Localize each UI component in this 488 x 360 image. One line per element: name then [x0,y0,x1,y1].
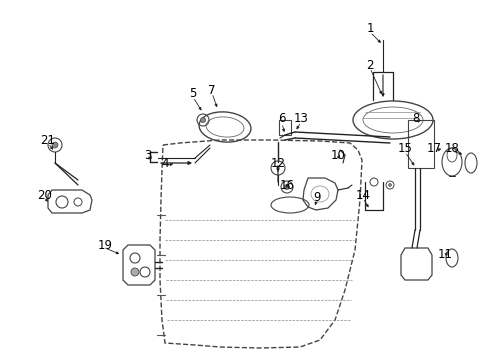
Text: 10: 10 [330,149,345,162]
Text: 7: 7 [208,84,215,96]
Text: 20: 20 [38,189,52,202]
Text: 13: 13 [293,112,308,125]
Text: 21: 21 [41,134,55,147]
Text: 9: 9 [313,190,320,203]
Circle shape [387,184,391,186]
Text: 1: 1 [366,22,373,35]
Text: 18: 18 [444,141,459,154]
Circle shape [131,268,139,276]
Text: 12: 12 [270,157,285,170]
Text: 5: 5 [189,86,196,99]
Text: 15: 15 [397,141,411,154]
Text: 3: 3 [144,149,151,162]
Text: 2: 2 [366,59,373,72]
Text: 19: 19 [97,239,112,252]
Text: 4: 4 [161,157,168,170]
Text: 16: 16 [279,179,294,192]
Text: 17: 17 [426,141,441,154]
Text: 6: 6 [278,112,285,125]
Circle shape [52,142,58,148]
Circle shape [200,117,205,122]
Text: 8: 8 [411,112,419,125]
Circle shape [284,185,289,189]
Text: 11: 11 [437,248,451,261]
Text: 14: 14 [355,189,370,202]
